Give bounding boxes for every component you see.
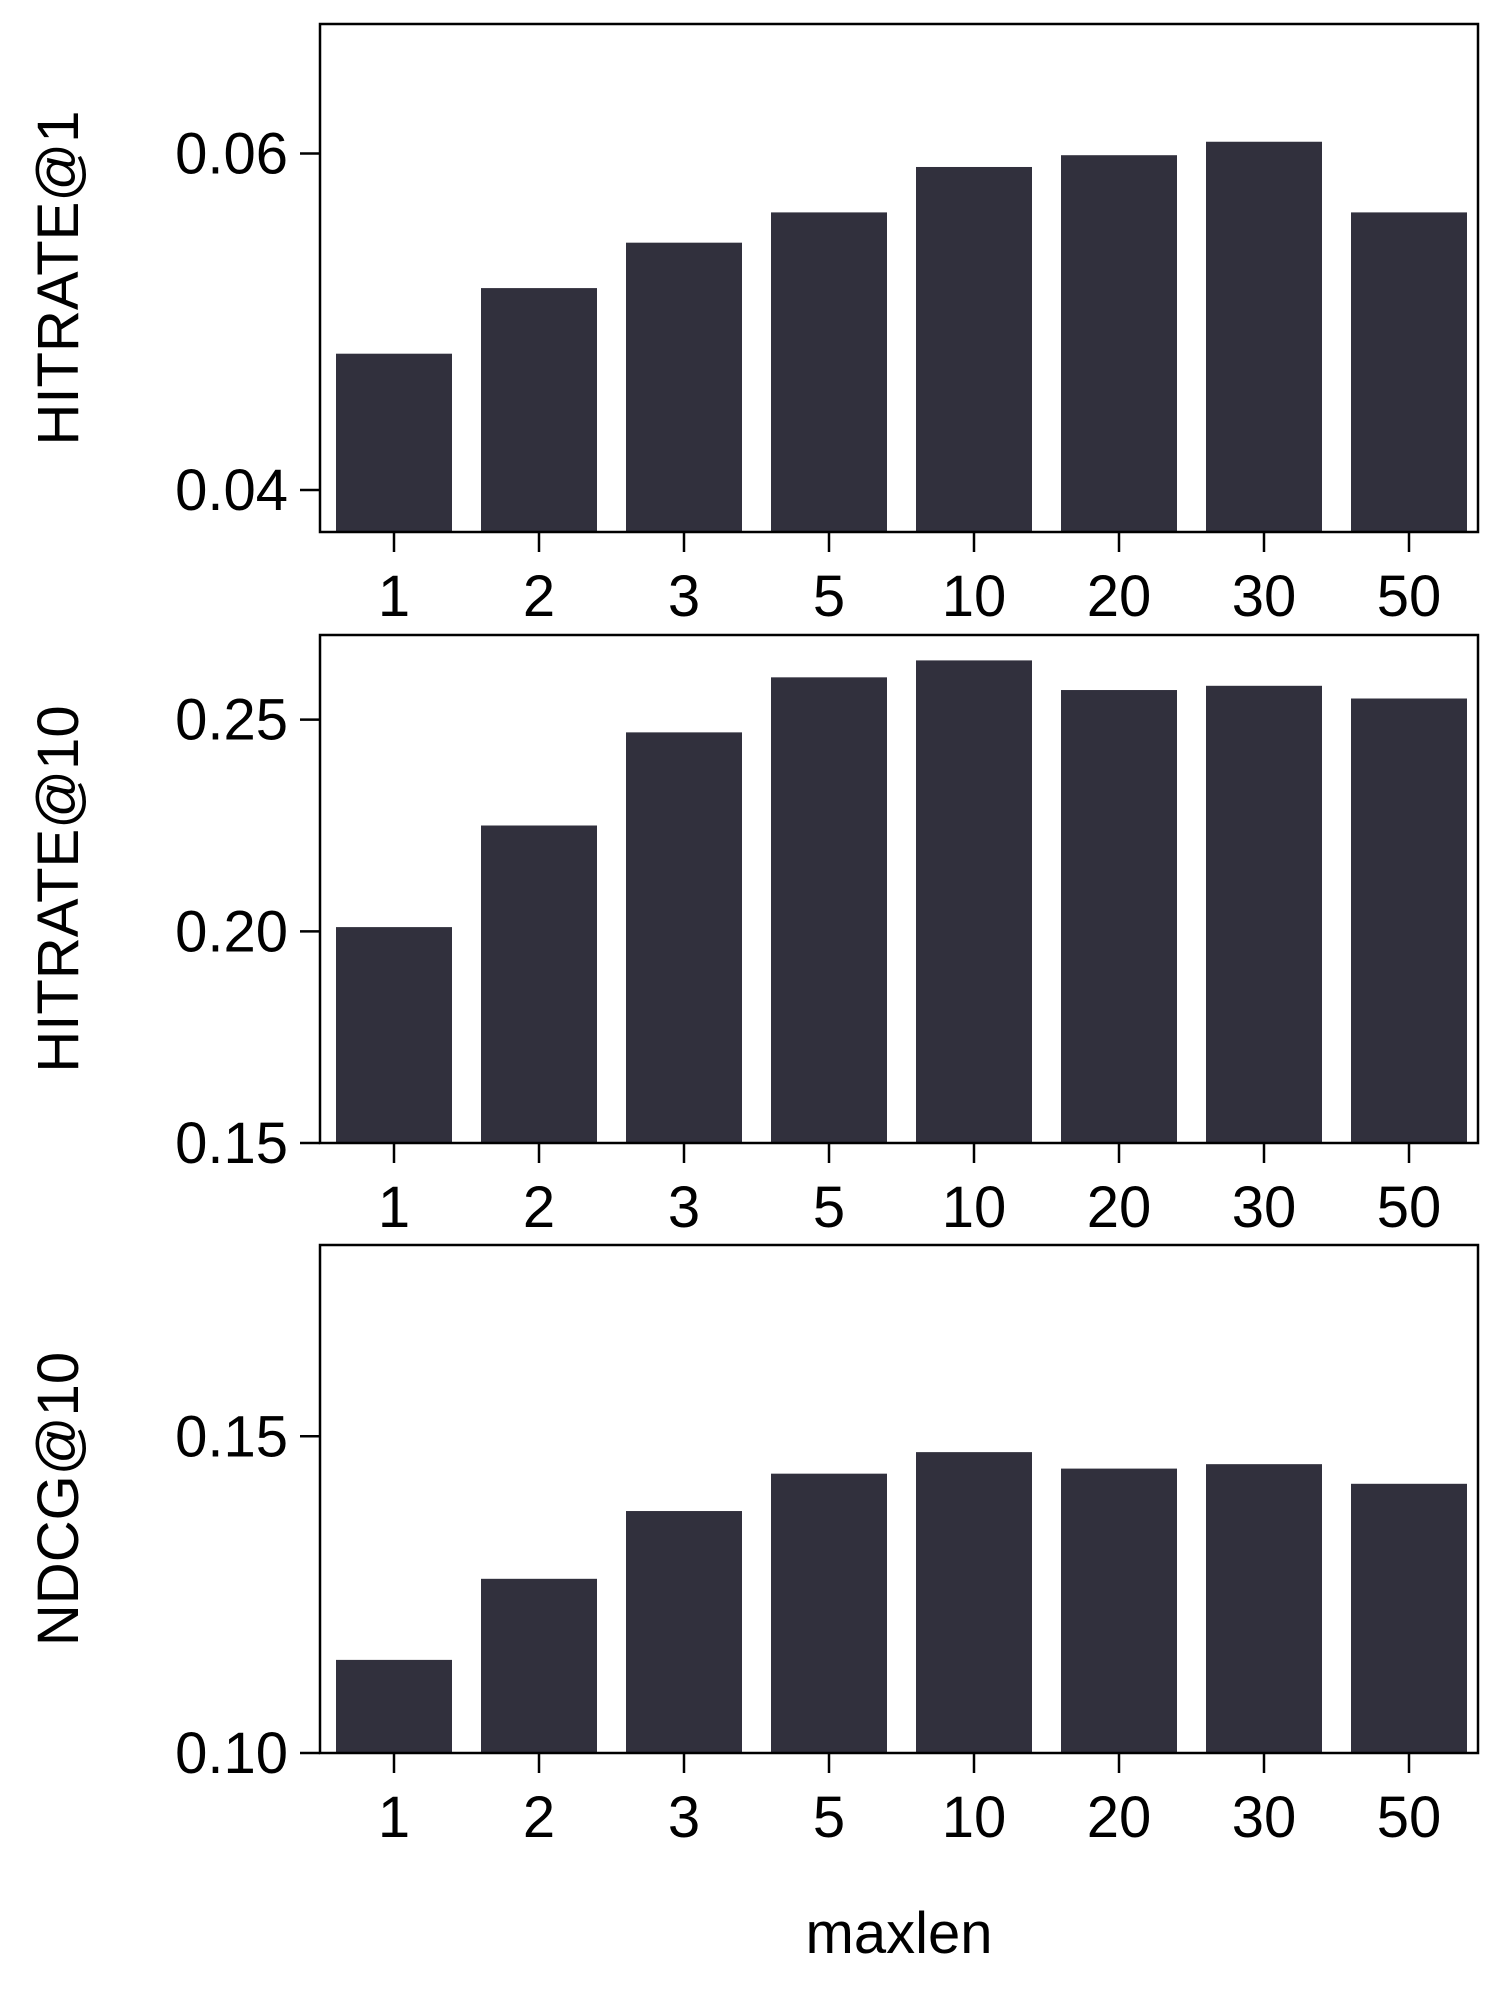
bar xyxy=(1061,690,1177,1143)
x-tick-label: 30 xyxy=(1232,1175,1297,1240)
bar xyxy=(771,212,887,533)
plot-frame xyxy=(318,633,1480,1145)
x-tick-label: 10 xyxy=(942,1785,1007,1850)
x-tick-label: 2 xyxy=(523,564,555,629)
x-axis-label: maxlen xyxy=(806,1901,993,1966)
y-axis-label: HITRATE@10 xyxy=(26,705,91,1072)
x-tick-label: 5 xyxy=(813,1785,845,1850)
bar xyxy=(1061,1468,1177,1753)
x-tick-label: 1 xyxy=(378,1785,410,1850)
plot-frame xyxy=(318,22,1480,534)
y-tick-label: 0.15 xyxy=(175,1404,288,1469)
x-tick-label: 3 xyxy=(668,564,700,629)
x-tick-label: 3 xyxy=(668,1785,700,1850)
x-tick-label: 20 xyxy=(1087,1175,1152,1240)
x-tick-label: 20 xyxy=(1087,564,1152,629)
bar xyxy=(1206,141,1322,532)
plot-frame xyxy=(318,1243,1480,1755)
x-tick-label: 10 xyxy=(942,564,1007,629)
bar xyxy=(626,1511,742,1753)
x-tick-label: 30 xyxy=(1232,1785,1297,1850)
x-tick-label: 2 xyxy=(523,1785,555,1850)
panel-hitrate-at-1: 1 2 3 5 10 20 30 50 0.04 0.06 HITRATE@1 xyxy=(26,22,1480,629)
x-tick-label: 30 xyxy=(1232,564,1297,629)
bar xyxy=(626,732,742,1143)
x-tick-label: 1 xyxy=(378,1175,410,1240)
bar xyxy=(1351,698,1467,1143)
bar xyxy=(916,660,1032,1143)
bar xyxy=(626,242,742,533)
bar xyxy=(1061,155,1177,532)
bar xyxy=(1351,212,1467,533)
bar xyxy=(336,353,452,532)
x-tick-label: 3 xyxy=(668,1175,700,1240)
y-tick-label: 0.10 xyxy=(175,1721,288,1786)
x-tick-label: 1 xyxy=(378,564,410,629)
bar xyxy=(336,927,452,1143)
bar xyxy=(916,166,1032,532)
x-tick-label: 2 xyxy=(523,1175,555,1240)
x-tick-label: 20 xyxy=(1087,1785,1152,1850)
x-tick-label: 10 xyxy=(942,1175,1007,1240)
y-tick-label: 0.06 xyxy=(175,122,288,187)
y-tick-label: 0.25 xyxy=(175,688,288,753)
bar xyxy=(336,1659,452,1753)
y-tick-label: 0.04 xyxy=(175,458,288,523)
bar xyxy=(771,677,887,1143)
bar xyxy=(481,288,597,532)
y-tick-label: 0.20 xyxy=(175,899,288,964)
bar xyxy=(481,825,597,1143)
y-tick-label: 0.15 xyxy=(175,1111,288,1176)
bar xyxy=(1351,1483,1467,1753)
x-tick-label: 50 xyxy=(1377,1785,1442,1850)
panel-hitrate-at-10: 1 2 3 5 10 20 30 50 0.15 0.20 0.25 HITRATE@10 xyxy=(26,633,1480,1240)
y-axis-label: HITRATE@1 xyxy=(26,111,91,446)
x-tick-label: 5 xyxy=(813,564,845,629)
bar xyxy=(916,1452,1032,1753)
bar xyxy=(1206,685,1322,1143)
bar xyxy=(1206,1464,1322,1753)
x-tick-label: 50 xyxy=(1377,564,1442,629)
bar xyxy=(771,1473,887,1753)
panel-ndcg-at-10: 1 2 3 5 10 20 30 50 0.10 0.15 NDCG@10 maxlen xyxy=(26,1243,1480,1966)
y-axis-label: NDCG@10 xyxy=(26,1352,91,1646)
x-tick-label: 50 xyxy=(1377,1175,1442,1240)
bar xyxy=(481,1578,597,1753)
x-tick-label: 5 xyxy=(813,1175,845,1240)
